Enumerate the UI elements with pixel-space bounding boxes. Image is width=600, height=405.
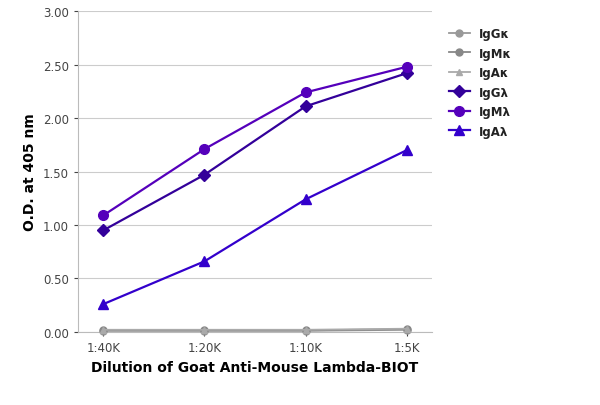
Y-axis label: O.D. at 405 nm: O.D. at 405 nm [23,113,37,231]
IgMκ [201,328,208,333]
IgMλ [403,65,410,70]
IgAκ [100,328,107,333]
IgAκ [403,326,410,331]
Legend: IgGκ, IgMκ, IgAκ, IgGλ, IgMλ, IgAλ: IgGκ, IgMκ, IgAκ, IgGλ, IgMλ, IgAλ [445,24,515,142]
Line: IgGκ: IgGκ [100,326,410,335]
IgAλ [302,197,309,202]
IgMκ [302,328,309,333]
IgAκ [302,328,309,333]
IgGλ [201,173,208,178]
Line: IgAκ: IgAκ [100,326,410,333]
IgGλ [100,228,107,233]
IgGκ [302,328,309,333]
X-axis label: Dilution of Goat Anti-Mouse Lambda-BIOT: Dilution of Goat Anti-Mouse Lambda-BIOT [91,360,419,373]
IgGλ [403,72,410,77]
IgMλ [201,147,208,152]
IgAλ [403,148,410,153]
Line: IgMκ: IgMκ [100,326,410,334]
IgGκ [201,328,208,333]
Line: IgGλ: IgGλ [99,70,411,235]
IgGκ [100,328,107,333]
IgAκ [201,328,208,333]
IgMκ [403,327,410,332]
IgAλ [201,259,208,264]
IgMλ [100,213,107,218]
IgMκ [100,328,107,333]
IgGκ [403,328,410,333]
IgAλ [100,302,107,307]
IgMλ [302,91,309,96]
Line: IgAλ: IgAλ [98,146,412,309]
Line: IgMλ: IgMλ [98,63,412,221]
IgGλ [302,104,309,109]
